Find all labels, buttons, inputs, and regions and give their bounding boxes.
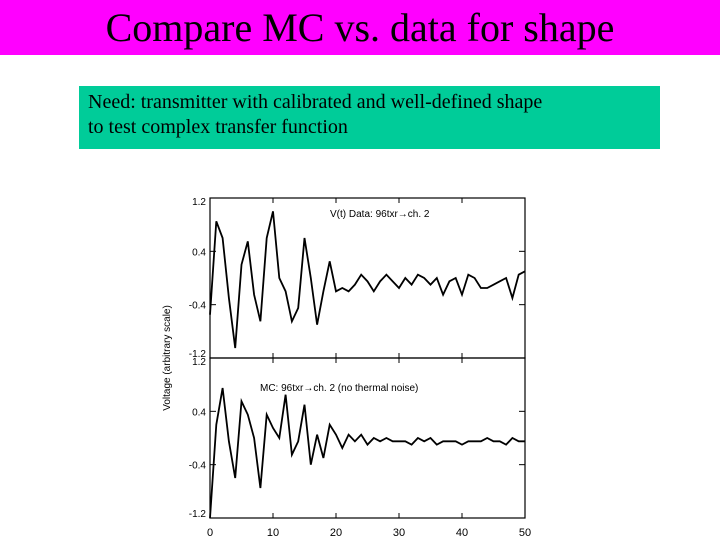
y-tick-label: 0.4: [192, 247, 206, 258]
x-tick-label: 20: [330, 527, 342, 539]
panel-frame-2: [209, 357, 526, 519]
voltage-chart: 1.2 0.4 -0.4 -1.2 V(t) Data: 96txr→ch. 2 1.2 0…: [162, 197, 531, 539]
y-tick-label: -1.2: [189, 349, 207, 360]
panel-frame-1: [209, 197, 526, 359]
x-tick-label: 10: [267, 527, 279, 539]
series-line-2: [209, 387, 525, 519]
x-tick-label: 50: [519, 527, 531, 539]
note-line-1: Need: transmitter with calibrated and we…: [88, 91, 543, 113]
y-tick-label: -0.4: [189, 301, 207, 312]
y-tick-label: -0.4: [189, 461, 207, 472]
y-tick-label: -1.2: [189, 509, 207, 520]
note-line-2: to test complex transfer function: [88, 116, 348, 138]
title-bar: [0, 0, 720, 55]
x-tick-label: 0: [207, 527, 213, 539]
y-axis-label: Voltage (arbitrary scale): [162, 305, 173, 411]
series-line-1: [209, 211, 526, 349]
y-tick-label: 1.2: [192, 197, 206, 208]
note-box: Need: transmitter with calibrated and we…: [79, 86, 660, 149]
slide-title: Compare MC vs. data for shape: [105, 5, 615, 50]
x-tick-label: 40: [456, 527, 468, 539]
y-tick-label: 0.4: [192, 407, 206, 418]
x-tick-label: 30: [393, 527, 405, 539]
panel-label-2: MC: 96txr→ch. 2 (no thermal noise): [260, 383, 418, 394]
y-tick-label: 1.2: [192, 357, 206, 368]
panel-label-1: V(t) Data: 96txr→ch. 2: [330, 209, 430, 220]
